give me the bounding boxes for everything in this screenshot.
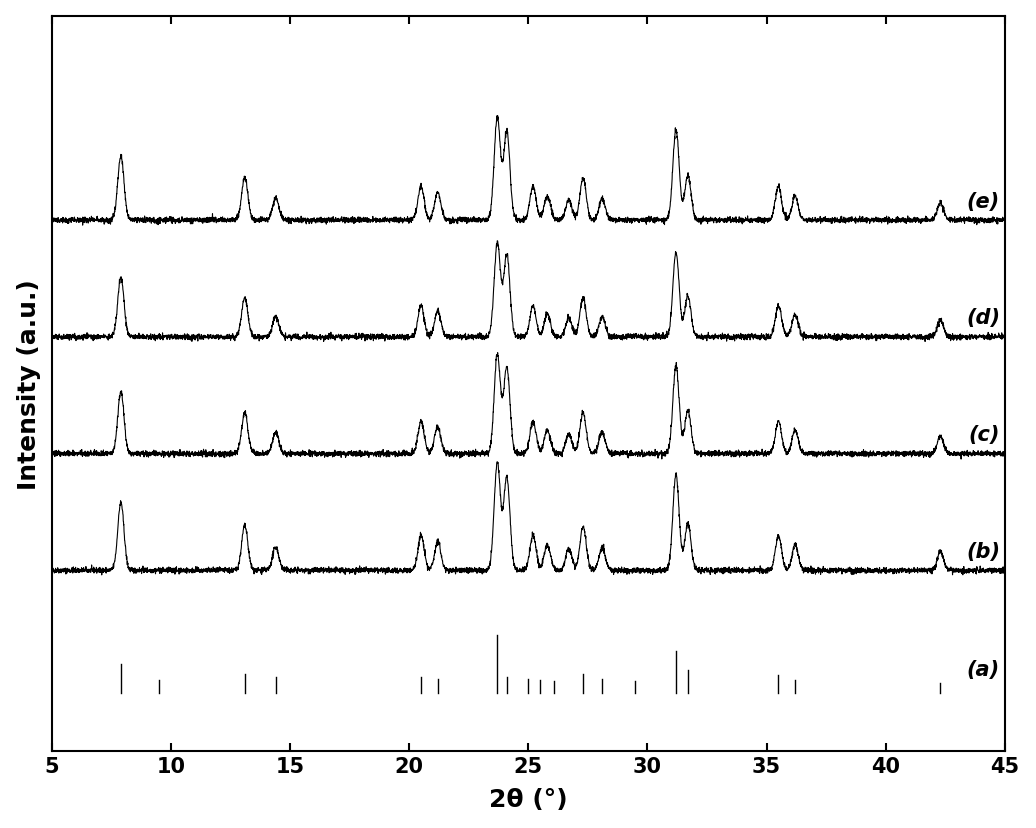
Text: (e): (e): [967, 191, 1000, 211]
X-axis label: 2θ (°): 2θ (°): [489, 787, 568, 811]
Text: (d): (d): [966, 308, 1000, 328]
Y-axis label: Intensity (a.u.): Intensity (a.u.): [17, 279, 40, 489]
Text: (b): (b): [966, 542, 1000, 561]
Text: (c): (c): [969, 425, 1000, 445]
Text: (a): (a): [967, 659, 1000, 679]
